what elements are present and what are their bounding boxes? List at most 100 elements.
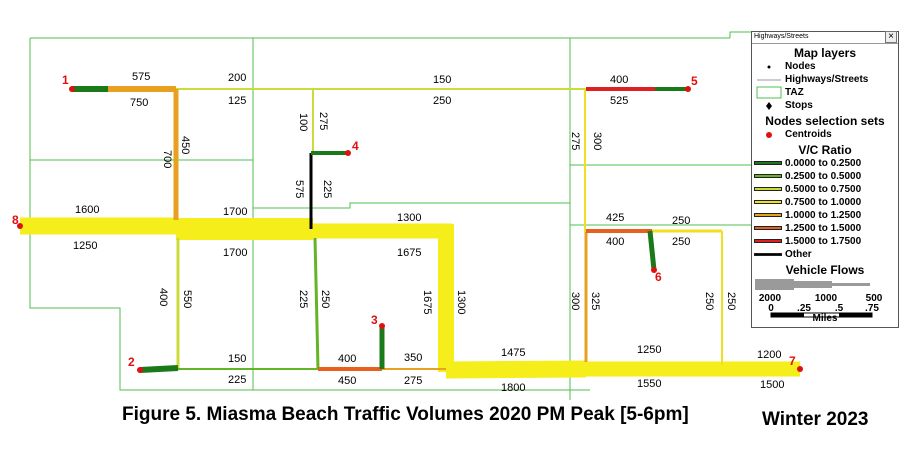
legend-vc-label: 1.0000 to 1.2500 [785, 210, 862, 221]
legend-layer-label: Nodes [785, 61, 816, 72]
volume-label: 750 [130, 97, 148, 109]
legend-vc-class: Other [752, 248, 898, 261]
vc-swatch-icon [754, 226, 782, 230]
volume-label: 550 [181, 290, 193, 308]
volume-label: 150 [228, 353, 246, 365]
centroid-node-2[interactable] [137, 367, 143, 373]
flow-value: 1000 [815, 293, 838, 304]
volume-label: 225 [321, 180, 333, 198]
vc-swatch-icon [754, 239, 782, 243]
volume-label: 275 [404, 375, 422, 387]
scale-value: .25 [797, 303, 811, 314]
figure-term: Winter 2023 [762, 409, 869, 430]
link-vert-2-south[interactable] [313, 237, 320, 370]
volume-label: 575 [293, 180, 305, 198]
legend-vc-label: Other [785, 249, 812, 260]
volume-label: 1250 [637, 344, 661, 356]
volume-label: 450 [179, 136, 191, 154]
volume-label: 1675 [397, 247, 421, 259]
legend-vc-class: 0.2500 to 0.5000 [752, 170, 898, 183]
legend-selection-label: Centroids [785, 129, 832, 140]
vc-swatch-icon [754, 213, 782, 217]
volume-label: 1600 [75, 204, 99, 216]
volume-label: 225 [297, 290, 309, 308]
centroid-label: 4 [352, 139, 359, 153]
node-dot-icon [767, 65, 771, 69]
volume-label: 1200 [757, 349, 781, 361]
volume-label: 525 [610, 95, 628, 107]
legend-vc-label: 0.2500 to 0.5000 [785, 171, 862, 182]
centroid-node-3[interactable] [379, 323, 385, 329]
volume-label: 400 [338, 353, 356, 365]
link-c6-stub[interactable] [647, 230, 657, 271]
centroid-nodes [17, 86, 803, 373]
centroid-label: 1 [62, 73, 69, 87]
volume-label: 225 [228, 374, 246, 386]
link-south-corridor[interactable] [445, 360, 587, 379]
legend-layer-label: TAZ [785, 87, 804, 98]
legend-vc-label: 1.2500 to 1.5000 [785, 223, 862, 234]
scale-value: .5 [835, 303, 844, 314]
legend-layer-stops: Stops [752, 99, 898, 112]
centroid-node-4[interactable] [345, 150, 351, 156]
legend-window[interactable]: Highways/Streets × Map layers Nodes High… [751, 31, 899, 328]
legend-vc-class: 0.0000 to 0.2500 [752, 157, 898, 170]
centroid-dot-icon [766, 132, 772, 138]
centroid-label: 5 [691, 74, 698, 88]
vc-swatch-icon [754, 174, 782, 178]
centroid-node-5[interactable] [685, 86, 691, 92]
legend-vc-class: 1.2500 to 1.5000 [752, 222, 898, 235]
centroid-label: 2 [128, 355, 135, 369]
scale-unit: Miles [812, 313, 838, 324]
centroid-label: 3 [371, 313, 378, 327]
volume-label: 275 [317, 112, 329, 130]
close-icon[interactable]: × [885, 31, 897, 43]
legend-vc-class: 0.5000 to 0.7500 [752, 183, 898, 196]
taz-boundary [253, 202, 570, 209]
volume-label: 300 [569, 292, 581, 310]
volume-label: 275 [569, 132, 581, 150]
legend-vc-label: 0.5000 to 0.7500 [785, 184, 862, 195]
volume-label: 325 [589, 292, 601, 310]
vc-swatch-icon [754, 187, 782, 191]
figure-caption: Figure 5. Miasma Beach Traffic Volumes 2… [122, 404, 689, 425]
link-c2-stub[interactable] [139, 365, 179, 373]
flow-value: 2000 [759, 293, 782, 304]
volume-label: 125 [228, 95, 246, 107]
scale-value: 0 [768, 303, 774, 314]
centroid-node-7[interactable] [797, 366, 803, 372]
volume-label: 250 [725, 292, 737, 310]
volume-label: 200 [228, 72, 246, 84]
volume-label: 425 [606, 212, 624, 224]
volume-label: 400 [610, 74, 628, 86]
vc-swatch-icon [754, 161, 782, 165]
volume-label: 250 [672, 236, 690, 248]
centroid-node-6[interactable] [651, 267, 657, 273]
stop-diamond-icon [766, 102, 772, 110]
centroid-node-8[interactable] [17, 223, 23, 229]
volume-label: 1550 [637, 378, 661, 390]
legend-window-title: Highways/Streets [754, 33, 809, 40]
legend-layer-streets: Highways/Streets [752, 73, 898, 86]
centroid-node-1[interactable] [69, 86, 75, 92]
volume-label: 450 [338, 375, 356, 387]
legend-vc-class: 0.7500 to 1.0000 [752, 196, 898, 209]
centroid-label: 8 [12, 213, 19, 227]
legend-vc-heading: V/C Ratio [798, 143, 852, 157]
legend-layer-label: Highways/Streets [785, 74, 869, 85]
vc-swatch-icon [754, 200, 782, 204]
volume-label: 400 [157, 288, 169, 306]
legend-vc-label: 1.5000 to 1.7500 [785, 236, 862, 247]
street-line-icon [757, 79, 781, 81]
legend-vc-class: 1.0000 to 1.2500 [752, 209, 898, 222]
legend-selection-heading: Nodes selection sets [765, 114, 885, 128]
legend-titlebar[interactable]: Highways/Streets × [752, 31, 898, 44]
legend-layer-nodes: Nodes [752, 60, 898, 73]
legend-vc-class: 1.5000 to 1.7500 [752, 235, 898, 248]
flow-value: 500 [866, 293, 883, 304]
volume-label: 1475 [501, 347, 525, 359]
volume-label: 1800 [501, 382, 525, 394]
volume-label: 250 [319, 290, 331, 308]
volume-label: 400 [606, 236, 624, 248]
